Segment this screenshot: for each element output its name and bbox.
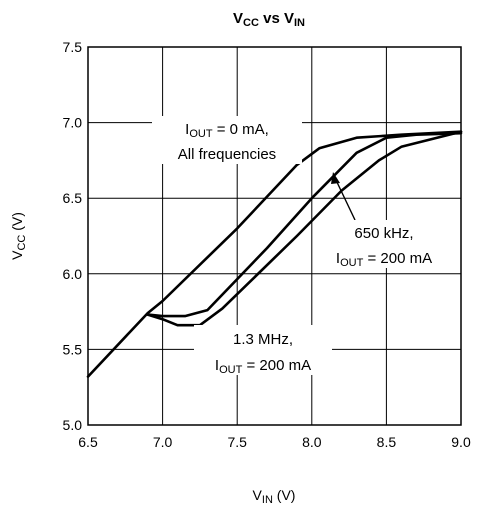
chart-title: VCC vs VIN (233, 10, 305, 29)
x-tick-label: 6.5 (78, 434, 98, 450)
series-line-2 (146, 131, 463, 318)
x-tick-label: 7.5 (227, 434, 247, 450)
annotation-bg-0ma (152, 116, 302, 164)
x-tick-label: 8.5 (377, 434, 397, 450)
y-tick-label: 6.0 (63, 266, 83, 282)
plot-frame (87, 46, 462, 426)
annotation-0ma-line1: IOUT = 0 mA, (185, 121, 269, 140)
annotation-bg-650khz (318, 220, 450, 268)
x-tick-label: 9.0 (451, 434, 471, 450)
annotation-13mhz-line1: 1.3 MHz, (233, 331, 293, 348)
y-tick-label: 7.5 (63, 39, 83, 55)
y-axis-label: VCC (V) (9, 212, 28, 260)
annotation-13mhz-line2: IOUT = 200 mA (215, 357, 311, 376)
x-axis-label: VIN (V) (253, 487, 296, 506)
annotation-650khz-line1: 650 kHz, (354, 225, 413, 242)
x-tick-label: 8.0 (302, 434, 322, 450)
series-line-3 (146, 130, 463, 327)
series-group (86, 130, 463, 378)
y-tick-label: 7.0 (63, 115, 83, 131)
annotation-650khz-leader (334, 177, 356, 221)
y-tick-label: 6.5 (63, 190, 83, 206)
series-line-1 (86, 130, 463, 378)
y-tick-label: 5.0 (63, 417, 83, 433)
annotation-0ma-line2: All frequencies (178, 146, 276, 163)
annotation-650khz-line2: IOUT = 200 mA (336, 250, 432, 269)
x-tick-label: 7.0 (153, 434, 173, 450)
y-tick-label: 5.5 (63, 341, 83, 357)
y-tick-labels: 5.0 5.5 6.0 6.5 7.0 7.5 (63, 39, 83, 433)
annotation-bg-13mhz (194, 325, 332, 375)
x-tick-labels: 6.5 7.0 7.5 8.0 8.5 9.0 (78, 434, 471, 450)
annotation-650khz-arrowhead (331, 172, 340, 184)
